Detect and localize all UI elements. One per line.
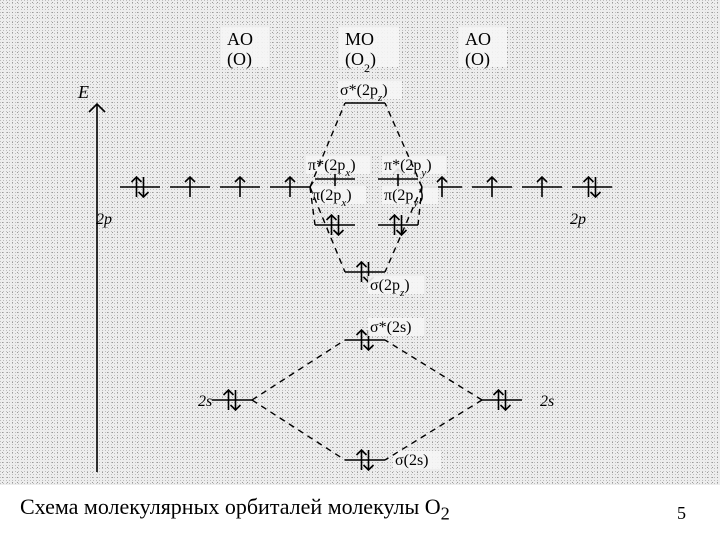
- mo-diagram: EAO(O)MO(O2)AO(O)2p2p2s2sσ*(2pz)π*(2px)π…: [0, 0, 720, 485]
- svg-text:2s: 2s: [198, 393, 212, 410]
- svg-text:E: E: [77, 82, 89, 102]
- svg-text:σ*(2s): σ*(2s): [370, 319, 412, 336]
- svg-text:π(2px): π(2px): [312, 187, 352, 209]
- caption: Схема молекулярных орбиталей молекулы O2: [20, 494, 450, 524]
- svg-text:AO: AO: [227, 29, 253, 49]
- svg-text:σ(2pz): σ(2pz): [370, 277, 410, 299]
- caption-text: Схема молекулярных орбиталей молекулы O: [20, 494, 441, 519]
- svg-text:(O2): (O2): [345, 49, 376, 75]
- svg-text:(O): (O): [465, 49, 490, 70]
- svg-text:2p: 2p: [96, 211, 112, 228]
- caption-sub: 2: [441, 503, 450, 523]
- svg-text:MO: MO: [345, 29, 374, 49]
- svg-text:2p: 2p: [570, 211, 586, 228]
- page: EAO(O)MO(O2)AO(O)2p2p2s2sσ*(2pz)π*(2px)π…: [0, 0, 720, 540]
- svg-text:2s: 2s: [540, 393, 554, 410]
- slide-number: 5: [677, 503, 686, 524]
- svg-text:(O): (O): [227, 49, 252, 70]
- svg-text:AO: AO: [465, 29, 491, 49]
- svg-text:σ(2s): σ(2s): [395, 452, 429, 469]
